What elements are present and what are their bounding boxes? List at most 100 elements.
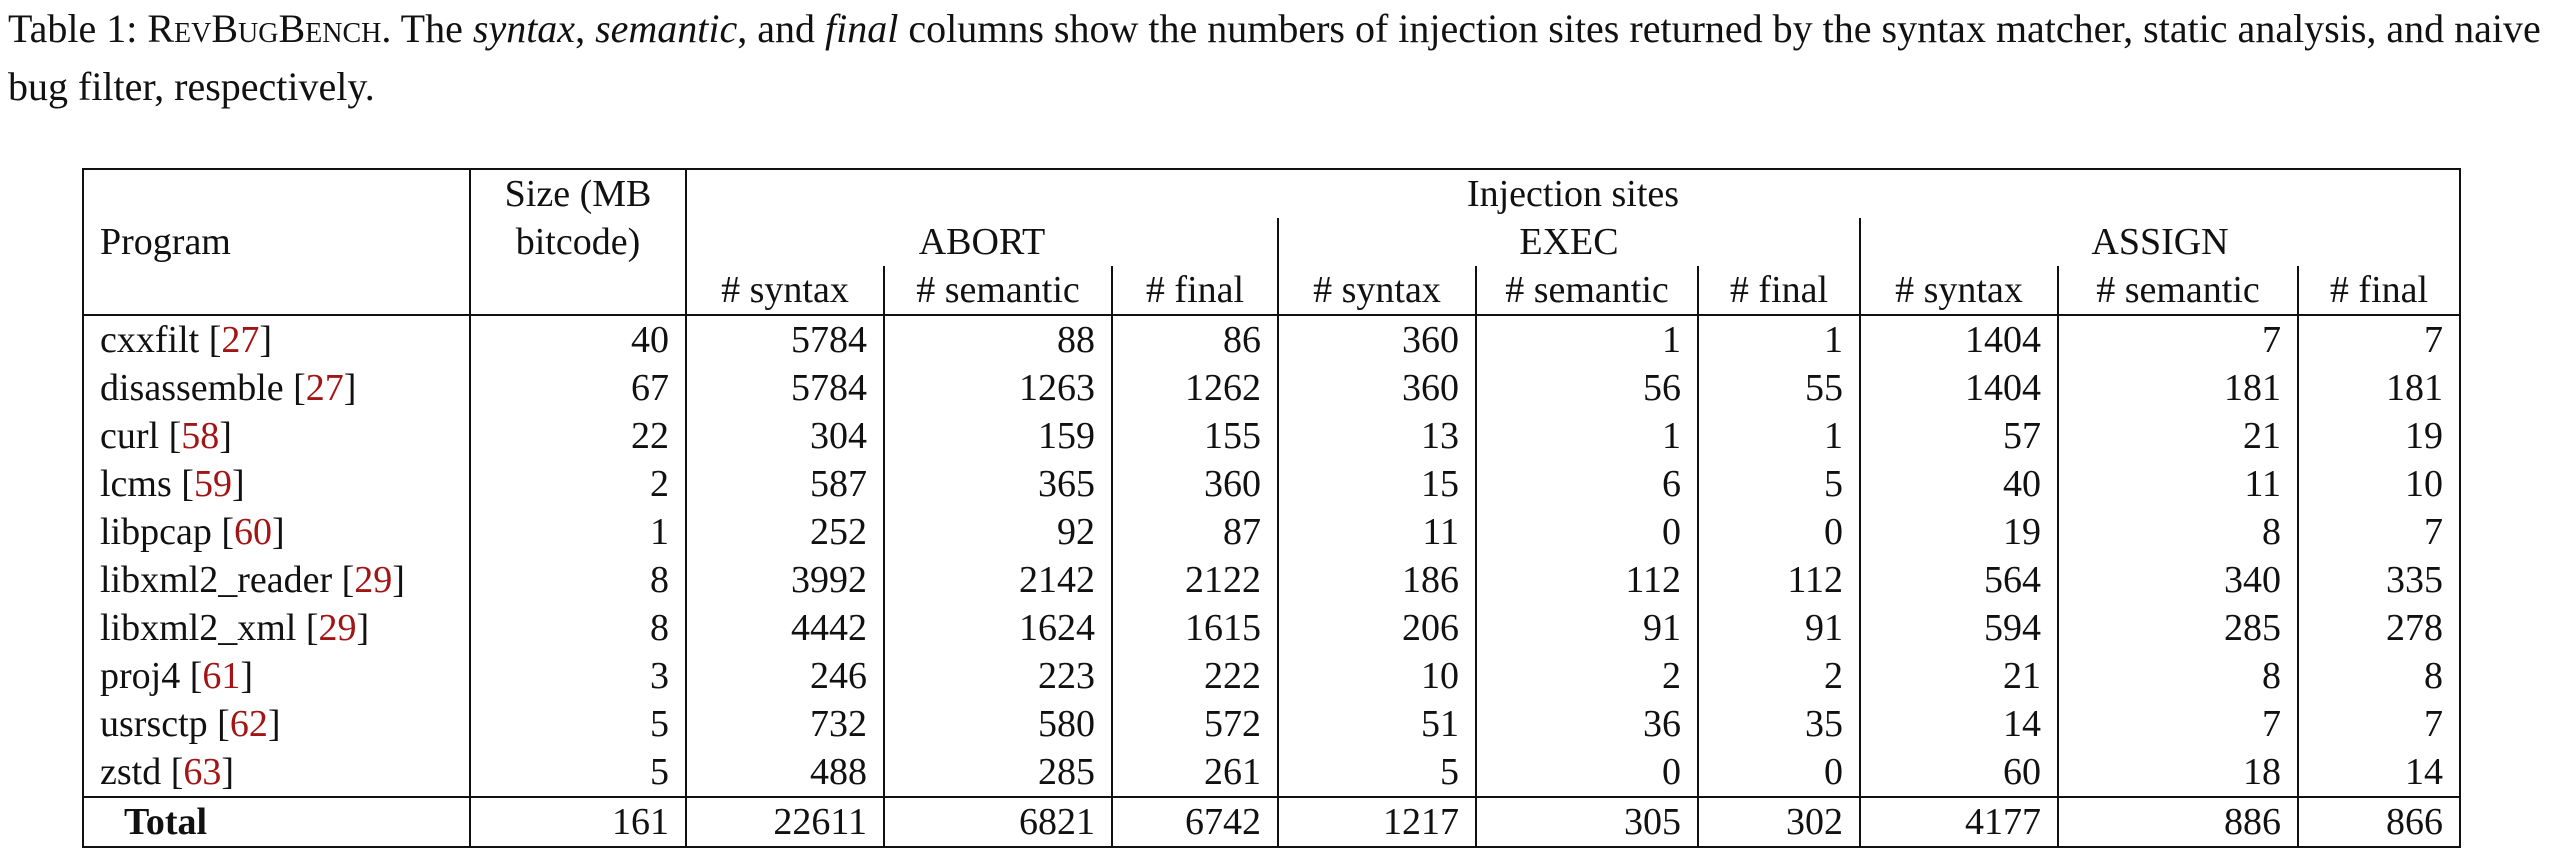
size-cell: 40 — [469, 315, 686, 364]
total-cell: 305 — [1475, 796, 1698, 847]
size-cell: 67 — [469, 364, 686, 412]
value-cell: 335 — [2297, 556, 2460, 604]
total-cell: 4177 — [1859, 796, 2058, 847]
value-cell: 3992 — [685, 556, 884, 604]
value-cell: 285 — [883, 748, 1112, 797]
value-cell: 580 — [883, 700, 1112, 748]
program-name: cxxfilt [27] — [100, 319, 273, 361]
value-cell: 0 — [1475, 508, 1698, 556]
header-syntax: # syntax — [685, 266, 884, 316]
value-cell: 2 — [1697, 652, 1860, 700]
value-cell: 5784 — [685, 315, 884, 364]
value-cell: 7 — [2057, 315, 2298, 364]
value-cell: 2 — [1475, 652, 1698, 700]
citation-link[interactable]: 63 — [183, 751, 222, 793]
value-cell: 2142 — [883, 556, 1112, 604]
value-cell: 10 — [1277, 652, 1476, 700]
value-cell: 56 — [1475, 364, 1698, 412]
value-cell: 5784 — [685, 364, 884, 412]
size-cell: 1 — [469, 508, 686, 556]
total-cell: 1217 — [1277, 796, 1476, 847]
size-cell: 5 — [469, 748, 686, 797]
value-cell: 285 — [2057, 604, 2298, 652]
value-cell: 35 — [1697, 700, 1860, 748]
value-cell: 1 — [1697, 412, 1860, 460]
value-cell: 564 — [1859, 556, 2058, 604]
value-cell: 246 — [685, 652, 884, 700]
total-cell: 6742 — [1111, 796, 1278, 847]
value-cell: 5 — [1697, 460, 1860, 508]
citation-link[interactable]: 27 — [221, 319, 260, 361]
value-cell: 572 — [1111, 700, 1278, 748]
citation-link[interactable]: 59 — [193, 463, 232, 505]
value-cell: 60 — [1859, 748, 2058, 797]
value-cell: 2122 — [1111, 556, 1278, 604]
header-injection-sites: Injection sites — [685, 169, 2460, 218]
value-cell: 91 — [1475, 604, 1698, 652]
program-name: lcms [59] — [100, 463, 245, 505]
value-cell: 112 — [1697, 556, 1860, 604]
value-cell: 7 — [2297, 315, 2460, 364]
total-cell: 22611 — [685, 796, 884, 847]
value-cell: 4442 — [685, 604, 884, 652]
size-cell: 5 — [469, 700, 686, 748]
value-cell: 159 — [883, 412, 1112, 460]
table-row: zstd [63] 5 488 285 261 5 0 0 60 18 14 — [83, 748, 2460, 797]
size-cell: 3 — [469, 652, 686, 700]
benchmark-name: RevBugBench — [147, 6, 382, 51]
value-cell: 222 — [1111, 652, 1278, 700]
citation-link[interactable]: 62 — [229, 703, 268, 745]
citation-link[interactable]: 61 — [202, 655, 241, 697]
value-cell: 87 — [1111, 508, 1278, 556]
value-cell: 55 — [1697, 364, 1860, 412]
value-cell: 6 — [1475, 460, 1698, 508]
value-cell: 5 — [1277, 748, 1476, 797]
value-cell: 8 — [2057, 508, 2298, 556]
value-cell: 261 — [1111, 748, 1278, 797]
value-cell: 57 — [1859, 412, 2058, 460]
table-row: libpcap [60] 1 252 92 87 11 0 0 19 8 7 — [83, 508, 2460, 556]
citation-link[interactable]: 58 — [181, 415, 220, 457]
total-label: Total — [83, 796, 470, 847]
value-cell: 304 — [685, 412, 884, 460]
program-name: libxml2_reader [29] — [100, 559, 405, 601]
value-cell: 732 — [685, 700, 884, 748]
header-program: Program — [83, 169, 470, 316]
value-cell: 91 — [1697, 604, 1860, 652]
citation-link[interactable]: 60 — [234, 511, 273, 553]
header-final: # final — [2297, 266, 2460, 316]
value-cell: 223 — [883, 652, 1112, 700]
value-cell: 594 — [1859, 604, 2058, 652]
value-cell: 360 — [1111, 460, 1278, 508]
value-cell: 0 — [1475, 748, 1698, 797]
header-semantic: # semantic — [883, 266, 1112, 316]
table-row: cxxfilt [27] 40 5784 88 86 360 1 1 1404 7 7 — [83, 315, 2460, 364]
value-cell: 7 — [2297, 508, 2460, 556]
caption-label: Table 1: — [8, 6, 148, 51]
header-size: Size (MB bitcode) — [469, 169, 686, 316]
value-cell: 155 — [1111, 412, 1278, 460]
table-row: libxml2_reader [29] 8 3992 2142 2122 186 112 11… — [83, 556, 2460, 604]
header-group-assign: ASSIGN — [1859, 218, 2460, 266]
value-cell: 1404 — [1859, 315, 2058, 364]
total-cell: 302 — [1697, 796, 1860, 847]
value-cell: 340 — [2057, 556, 2298, 604]
value-cell: 1263 — [883, 364, 1112, 412]
total-cell: 6821 — [883, 796, 1112, 847]
value-cell: 19 — [1859, 508, 2058, 556]
value-cell: 21 — [1859, 652, 2058, 700]
value-cell: 11 — [1277, 508, 1476, 556]
value-cell: 18 — [2057, 748, 2298, 797]
citation-link[interactable]: 29 — [354, 559, 393, 601]
program-name: libpcap [60] — [100, 511, 285, 553]
value-cell: 181 — [2297, 364, 2460, 412]
value-cell: 252 — [685, 508, 884, 556]
value-cell: 11 — [2057, 460, 2298, 508]
value-cell: 181 — [2057, 364, 2298, 412]
value-cell: 7 — [2297, 700, 2460, 748]
caption-text: columns show the numbers of injection si… — [8, 6, 2541, 109]
value-cell: 365 — [883, 460, 1112, 508]
total-size: 161 — [469, 796, 686, 847]
citation-link[interactable]: 29 — [318, 607, 357, 649]
citation-link[interactable]: 27 — [305, 367, 344, 409]
